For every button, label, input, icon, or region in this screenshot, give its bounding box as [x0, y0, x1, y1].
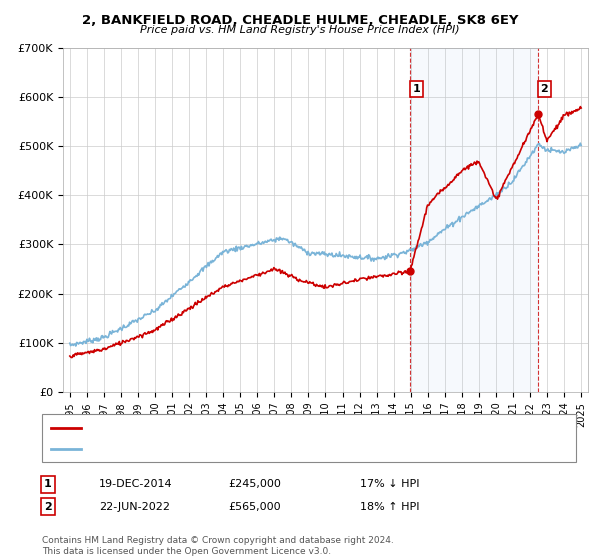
Text: Price paid vs. HM Land Registry's House Price Index (HPI): Price paid vs. HM Land Registry's House …	[140, 25, 460, 35]
Text: 2, BANKFIELD ROAD, CHEADLE HULME, CHEADLE, SK8 6EY (detached house): 2, BANKFIELD ROAD, CHEADLE HULME, CHEADL…	[87, 423, 487, 433]
Text: Contains HM Land Registry data © Crown copyright and database right 2024.
This d: Contains HM Land Registry data © Crown c…	[42, 536, 394, 556]
Text: 22-JUN-2022: 22-JUN-2022	[99, 502, 170, 512]
Text: 1: 1	[413, 84, 421, 94]
Text: £565,000: £565,000	[228, 502, 281, 512]
Text: 2: 2	[541, 84, 548, 94]
Bar	[410, 48, 538, 392]
Text: 19-DEC-2014: 19-DEC-2014	[99, 479, 173, 489]
Text: 17% ↓ HPI: 17% ↓ HPI	[360, 479, 419, 489]
Text: 2: 2	[44, 502, 52, 512]
Text: 1: 1	[44, 479, 52, 489]
Text: 2, BANKFIELD ROAD, CHEADLE HULME, CHEADLE, SK8 6EY: 2, BANKFIELD ROAD, CHEADLE HULME, CHEADL…	[82, 14, 518, 27]
Text: £245,000: £245,000	[228, 479, 281, 489]
Text: HPI: Average price, detached house, Stockport: HPI: Average price, detached house, Stoc…	[87, 444, 331, 454]
Text: 18% ↑ HPI: 18% ↑ HPI	[360, 502, 419, 512]
